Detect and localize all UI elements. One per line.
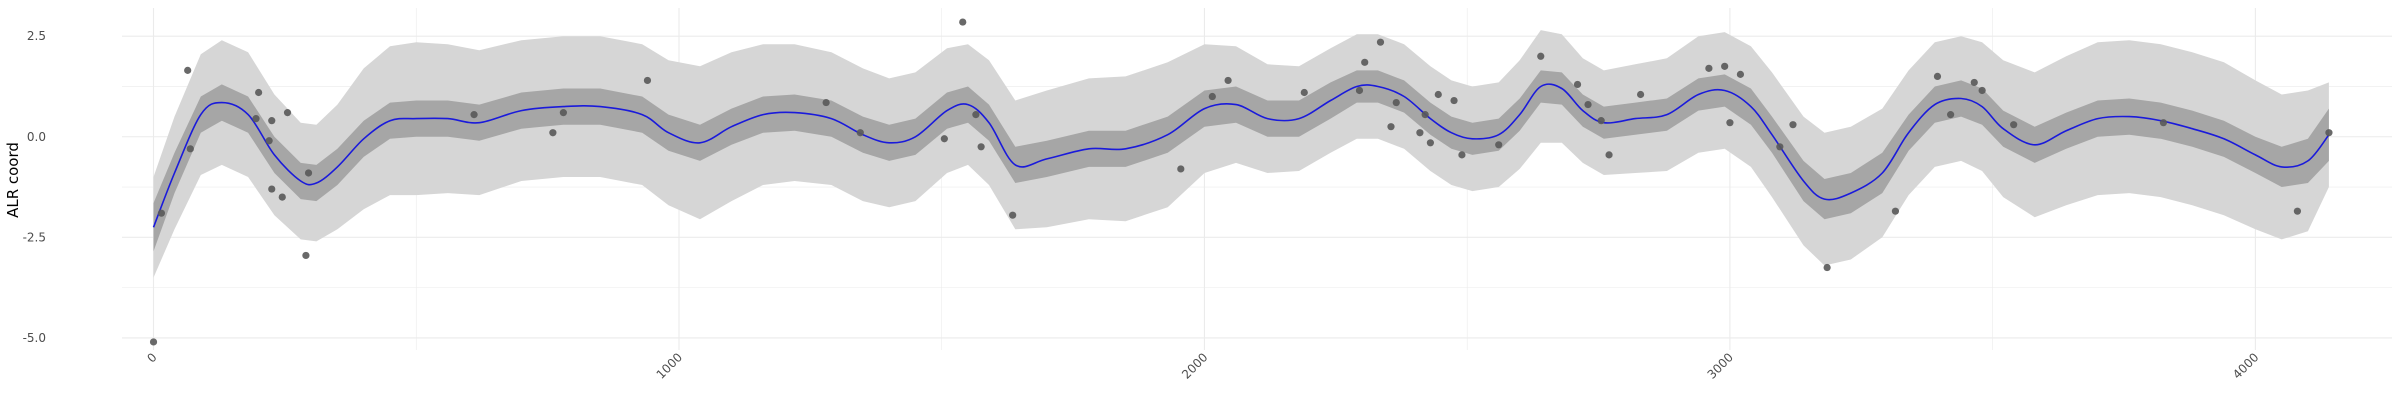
data-point	[1421, 111, 1429, 119]
fit-line-layer	[152, 83, 2330, 228]
data-point	[1584, 100, 1592, 109]
data-point	[1605, 151, 1613, 159]
data-point	[304, 169, 313, 177]
data-point	[1978, 86, 1986, 95]
x-tick-label: 3000	[1705, 350, 1736, 381]
data-point	[1776, 143, 1784, 151]
data-point	[1208, 92, 1216, 101]
data-point	[1970, 78, 1978, 87]
data-point	[1416, 129, 1424, 137]
data-point	[302, 251, 310, 260]
data-point	[1891, 207, 1900, 215]
data-point	[549, 129, 557, 137]
data-points	[149, 18, 2333, 346]
data-point	[265, 137, 273, 145]
data-point	[1361, 58, 1369, 66]
data-point	[1376, 38, 1385, 46]
data-point	[559, 109, 567, 117]
data-point	[977, 143, 985, 151]
data-point	[1355, 86, 1364, 95]
data-point	[1789, 121, 1797, 129]
data-point	[643, 76, 652, 85]
data-point	[972, 111, 980, 119]
data-point	[1434, 90, 1442, 99]
data-point	[1300, 88, 1308, 97]
data-point	[283, 109, 292, 117]
data-point	[149, 338, 158, 346]
data-point	[1736, 70, 1745, 78]
prediction-band-outer	[153, 30, 2329, 278]
data-point	[1823, 263, 1831, 272]
data-point	[1933, 72, 1942, 80]
data-point	[1224, 76, 1232, 85]
data-point	[255, 88, 263, 97]
data-point	[157, 209, 166, 217]
y-tick-label: -2.5	[23, 230, 46, 244]
data-point	[1947, 111, 1955, 119]
data-point	[1636, 90, 1645, 99]
data-point	[1458, 151, 1466, 159]
data-point	[2159, 119, 2168, 127]
data-point	[2010, 121, 2018, 129]
data-point	[184, 66, 192, 74]
x-tick-label: 2000	[1179, 350, 1210, 381]
data-point	[1495, 141, 1503, 149]
data-point	[940, 135, 948, 143]
data-point	[1537, 52, 1545, 60]
data-point	[856, 129, 864, 137]
y-tick-label: 0.0	[27, 130, 46, 144]
data-point	[470, 111, 478, 119]
y-axis-ticks: -5.0 -2.5 0.0 2.5	[23, 29, 46, 345]
data-point	[959, 18, 967, 26]
data-point	[268, 117, 276, 125]
data-point	[1705, 64, 1713, 72]
y-axis-label: ALR coord	[4, 142, 22, 218]
data-point	[1721, 62, 1729, 70]
data-point	[2293, 207, 2302, 215]
data-point	[1726, 119, 1734, 127]
data-point	[1177, 165, 1185, 173]
x-axis-ticks: 0 1000 2000 3000 4000	[144, 350, 2261, 381]
x-tick-label: 0	[144, 350, 159, 365]
data-point	[822, 98, 830, 107]
data-point	[2325, 129, 2333, 137]
data-point	[1426, 139, 1435, 147]
data-point	[278, 193, 286, 201]
data-point	[1009, 211, 1017, 219]
x-tick-label: 4000	[2230, 350, 2261, 381]
data-point	[1392, 98, 1400, 107]
data-point	[1573, 80, 1582, 89]
data-point	[1450, 96, 1458, 105]
data-point	[252, 115, 260, 123]
fit-line	[152, 83, 2330, 228]
y-tick-label: 2.5	[27, 29, 46, 43]
data-point	[1387, 123, 1395, 131]
x-tick-label: 1000	[654, 350, 685, 381]
confidence-bands	[153, 30, 2329, 278]
data-point	[1597, 117, 1605, 125]
data-point	[186, 145, 194, 153]
data-point	[268, 185, 276, 193]
y-tick-label: -5.0	[23, 331, 46, 345]
